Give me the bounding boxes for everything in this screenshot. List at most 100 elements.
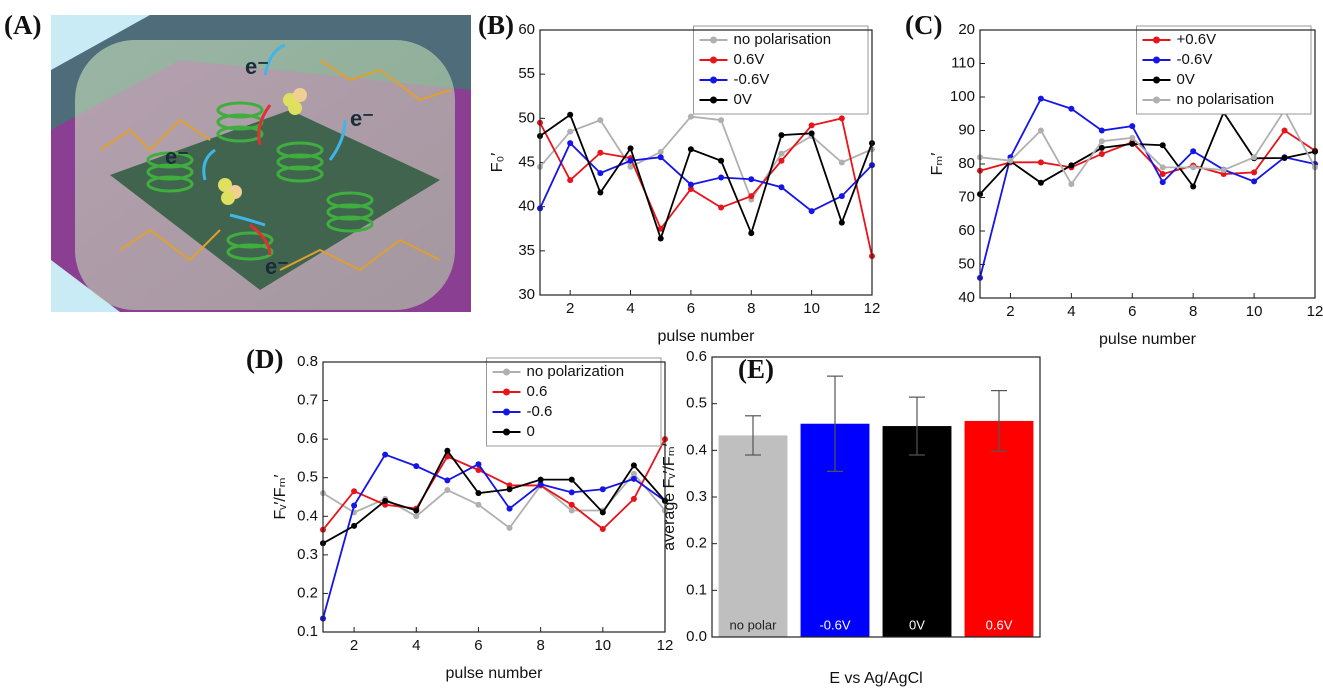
x-axis-label: pulse number bbox=[446, 665, 544, 682]
y-tick-label: 55 bbox=[518, 65, 535, 82]
y-axis-label: F₀′ bbox=[489, 153, 506, 172]
data-point bbox=[382, 497, 389, 504]
y-tick-label: 60 bbox=[958, 222, 975, 239]
data-point bbox=[838, 193, 845, 200]
y-tick-label: 50 bbox=[958, 255, 975, 272]
data-point bbox=[475, 467, 482, 473]
x-axis-label: pulse number bbox=[1099, 331, 1197, 348]
data-point bbox=[1068, 105, 1075, 112]
data-point bbox=[1251, 178, 1258, 185]
category-label: no polar bbox=[730, 617, 778, 632]
fe-s-clusters bbox=[218, 88, 307, 205]
y-axis-label: Fₘ′ bbox=[929, 153, 946, 176]
data-point bbox=[1190, 148, 1197, 155]
lipid-chains bbox=[99, 59, 451, 272]
data-point bbox=[597, 170, 604, 177]
bar bbox=[964, 420, 1034, 637]
error-bar bbox=[745, 415, 761, 456]
y-tick-label: 0.3 bbox=[686, 488, 707, 505]
legend-label: 0 bbox=[527, 423, 535, 440]
data-point bbox=[627, 145, 634, 152]
legend-label: 0V bbox=[734, 91, 752, 108]
legend-marker bbox=[503, 388, 510, 396]
data-point bbox=[597, 189, 604, 196]
data-point bbox=[537, 481, 544, 488]
x-tick-label: 10 bbox=[803, 300, 820, 317]
protein-helices bbox=[146, 101, 374, 261]
data-point bbox=[718, 157, 725, 164]
y-tick-label: 40 bbox=[958, 289, 975, 306]
data-point bbox=[1068, 181, 1075, 188]
y-tick-label: 0.4 bbox=[297, 507, 318, 524]
y-tick-label: 0.2 bbox=[297, 584, 318, 601]
data-point bbox=[444, 447, 451, 454]
legend-marker bbox=[1153, 56, 1160, 64]
y-tick-label: 45 bbox=[518, 153, 535, 170]
legend-marker bbox=[1153, 96, 1160, 104]
series-line bbox=[539, 113, 873, 242]
category-label: 0.6V bbox=[986, 617, 1013, 632]
data-point bbox=[351, 522, 358, 529]
data-point bbox=[1190, 183, 1197, 190]
data-point bbox=[687, 146, 694, 153]
data-point bbox=[1098, 150, 1105, 157]
data-point bbox=[1037, 159, 1044, 166]
y-tick-label: 80 bbox=[958, 155, 975, 172]
data-point bbox=[718, 204, 725, 211]
data-point bbox=[1129, 140, 1136, 147]
legend-marker bbox=[503, 368, 510, 376]
series-line bbox=[979, 97, 1316, 279]
data-point bbox=[351, 488, 358, 495]
data-point bbox=[413, 463, 420, 470]
data-point bbox=[568, 507, 575, 514]
plot-frame bbox=[322, 361, 666, 633]
series-line bbox=[322, 449, 666, 545]
y-axis-label: Fᵥ′/Fₘ′ bbox=[272, 474, 289, 519]
data-point bbox=[599, 526, 606, 533]
x-tick-label: 10 bbox=[594, 637, 611, 654]
electron-label: e⁻ bbox=[265, 254, 289, 279]
legend-label: +0.6V bbox=[1177, 31, 1217, 48]
data-point bbox=[1037, 127, 1044, 134]
legend-label: no polarisation bbox=[1177, 91, 1275, 108]
legend-marker bbox=[1153, 76, 1160, 84]
data-point bbox=[1159, 179, 1166, 186]
series-line bbox=[322, 453, 666, 619]
x-axis-label: E vs Ag/AgCl bbox=[829, 670, 922, 687]
legend-label: no polarisation bbox=[734, 31, 832, 48]
y-tick-label: 20 bbox=[958, 21, 975, 38]
electron-label: e⁻ bbox=[165, 144, 189, 169]
x-tick-label: 2 bbox=[566, 300, 574, 317]
data-point bbox=[475, 501, 482, 508]
data-point bbox=[597, 117, 604, 124]
data-point bbox=[1220, 167, 1227, 174]
x-tick-label: 8 bbox=[536, 637, 544, 654]
data-point bbox=[718, 174, 725, 181]
data-point bbox=[838, 159, 845, 166]
data-point bbox=[506, 486, 513, 493]
y-tick-label: 0.3 bbox=[297, 546, 318, 563]
data-point bbox=[1007, 157, 1014, 164]
series-line bbox=[539, 117, 873, 257]
x-tick-label: 12 bbox=[657, 637, 674, 654]
data-point bbox=[808, 208, 815, 215]
data-point bbox=[506, 524, 513, 531]
data-point bbox=[1068, 162, 1075, 169]
data-point bbox=[1159, 164, 1166, 171]
legend-label: -0.6V bbox=[1177, 51, 1213, 68]
x-tick-label: 12 bbox=[1307, 303, 1323, 320]
series-line bbox=[979, 110, 1316, 195]
data-point bbox=[1281, 154, 1288, 161]
legend-label: -0.6V bbox=[734, 71, 770, 88]
data-point bbox=[748, 176, 755, 183]
data-point bbox=[657, 148, 664, 155]
category-label: 0V bbox=[909, 617, 925, 632]
panel-label: (C) bbox=[905, 10, 942, 40]
series-line bbox=[979, 108, 1316, 186]
y-axis-label: average Fᵥ′/Fₘ′ bbox=[661, 443, 678, 550]
data-point bbox=[748, 193, 755, 200]
data-point bbox=[599, 509, 606, 516]
y-tick-label: 50 bbox=[518, 109, 535, 126]
data-point bbox=[567, 111, 574, 118]
